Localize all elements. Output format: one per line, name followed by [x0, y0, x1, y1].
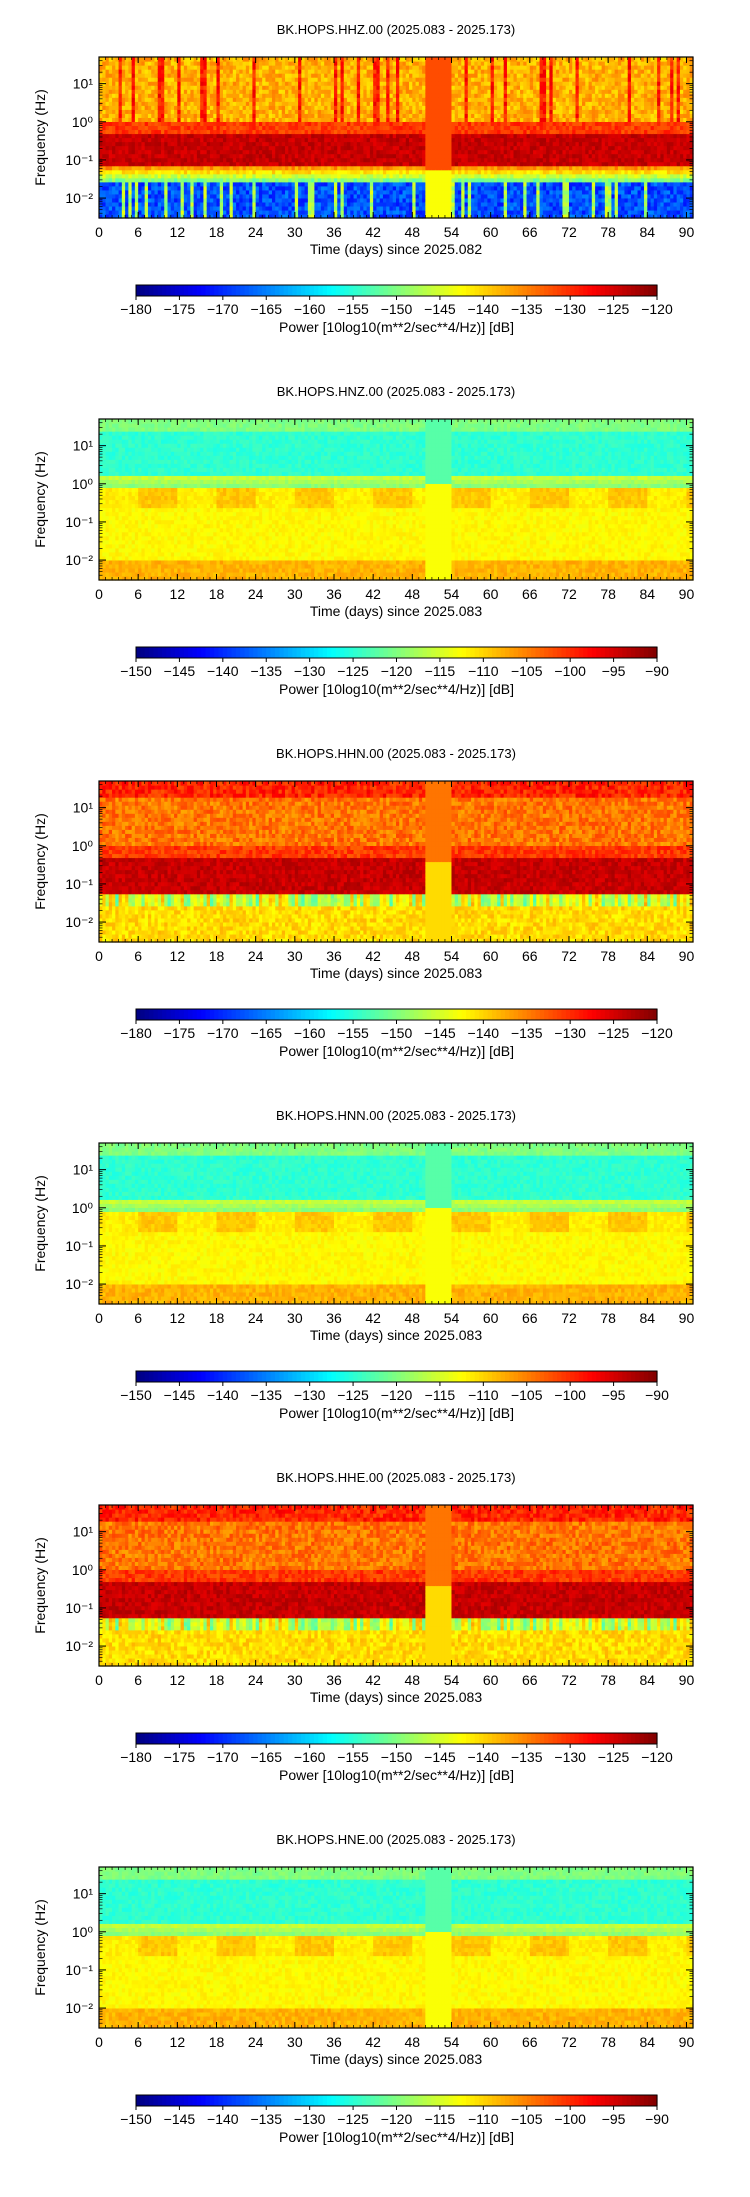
chart-title: BK.HOPS.HHZ.00 (2025.083 - 2025.173): [277, 22, 515, 37]
heatmap: [99, 57, 694, 219]
spectrogram-panel-1: BK.HOPS.HHZ.00 (2025.083 - 2025.173)0 6 12…: [32, 22, 694, 335]
